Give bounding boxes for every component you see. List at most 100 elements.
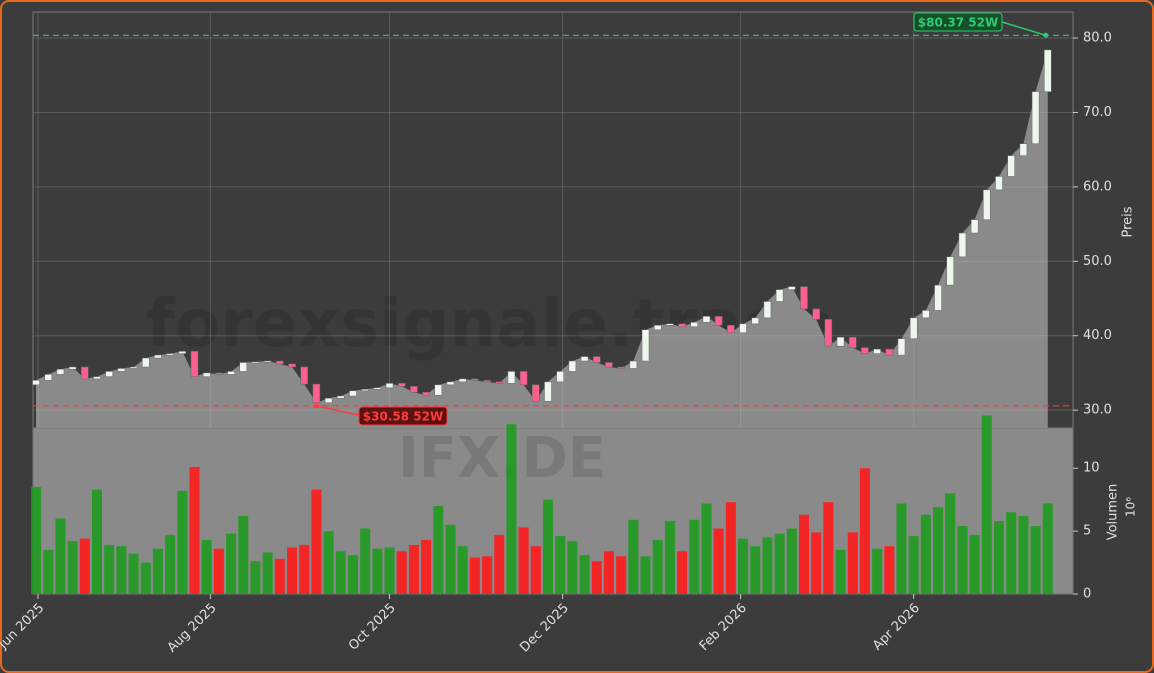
candle-body — [349, 390, 357, 397]
volume-bar — [811, 532, 822, 594]
candle-body — [922, 310, 930, 319]
volume-bar — [725, 502, 736, 594]
candle-body — [714, 316, 723, 326]
candle-body — [909, 317, 918, 339]
volume-bar — [43, 549, 54, 594]
candle-body — [897, 338, 906, 356]
candle-body — [495, 381, 503, 384]
volume-bar — [67, 541, 78, 594]
candle-body — [507, 371, 516, 384]
volume-bar — [469, 557, 480, 594]
candle-body — [215, 372, 223, 375]
volume-bar — [250, 561, 261, 594]
volume-bar — [31, 487, 42, 594]
candle-body — [690, 322, 699, 328]
volume-bar — [408, 544, 419, 594]
candle-body — [836, 336, 845, 347]
candle-body — [227, 371, 235, 375]
candle-body — [446, 381, 455, 386]
volume-bar — [274, 558, 285, 594]
candle-body — [678, 323, 686, 328]
annotation-arrow — [316, 405, 364, 417]
candle-body — [885, 348, 894, 356]
candle-body — [93, 376, 101, 380]
candle-body — [105, 371, 113, 377]
volume-bar — [762, 537, 773, 594]
volume-tick-label: 5 — [1083, 524, 1091, 539]
candle-body — [458, 378, 467, 383]
volume-bar — [506, 424, 517, 594]
volume-bar — [823, 502, 834, 594]
volume-bar — [798, 514, 809, 594]
candle-body — [934, 284, 942, 311]
volume-bar — [1006, 512, 1017, 594]
volume-bar — [847, 532, 858, 594]
volume-bar — [299, 544, 310, 594]
volume-bar — [896, 503, 907, 594]
volume-bar — [859, 468, 870, 594]
candle-body — [178, 351, 187, 354]
volume-bar — [786, 528, 797, 594]
candle-body — [56, 368, 65, 375]
volume-bar — [482, 556, 493, 594]
volume-bar — [530, 546, 541, 594]
volume-bar — [1030, 526, 1041, 594]
candle-body — [288, 363, 296, 368]
candle-body — [129, 366, 138, 369]
y-tick-label: 70.0 — [1083, 105, 1112, 120]
volume-bar — [884, 546, 895, 594]
volume-bar — [591, 561, 602, 594]
candle-body — [397, 383, 406, 387]
volume-bar — [689, 519, 700, 594]
candle-body — [641, 329, 650, 362]
volume-bar — [189, 466, 200, 594]
volume-bar — [555, 536, 566, 594]
volume-bar — [774, 533, 785, 594]
volume-bar — [579, 555, 590, 594]
volume-axis-label: Volumen — [1106, 484, 1121, 541]
candle-body — [593, 356, 601, 363]
candle-body — [1044, 49, 1052, 92]
volume-tick-label: 0 — [1083, 587, 1091, 602]
candle-body — [32, 380, 40, 386]
volume-bar — [165, 534, 176, 594]
candle-body — [848, 336, 857, 348]
volume-bar — [421, 539, 432, 594]
volume-bar — [128, 553, 139, 594]
candle-body — [629, 360, 638, 369]
candle-body — [995, 176, 1003, 191]
candle-body — [263, 360, 272, 363]
volume-bar — [603, 551, 614, 594]
volume-tick-label: 10 — [1083, 461, 1100, 476]
volume-bar — [835, 549, 846, 594]
volume-scale-label: 10⁶ — [1124, 497, 1138, 517]
candle-body — [166, 353, 174, 356]
price-area — [36, 49, 1048, 428]
volume-bar — [920, 514, 931, 594]
candle-body — [556, 371, 564, 383]
candle-body — [946, 256, 955, 286]
volume-bar — [494, 534, 505, 594]
volume-bar — [738, 538, 749, 594]
volume-bar — [335, 551, 346, 594]
volume-bar — [262, 552, 273, 594]
volume-bar — [372, 548, 383, 594]
annotation-label: $80.37 52W — [918, 16, 998, 30]
volume-bar — [1018, 516, 1029, 594]
volume-bar — [177, 490, 188, 594]
volume-bar — [55, 518, 66, 594]
candle-body — [276, 360, 284, 365]
candle-body — [385, 383, 394, 389]
volume-bar — [311, 489, 322, 594]
candle-body — [1031, 91, 1040, 144]
volume-bar — [543, 499, 554, 594]
candle-body — [519, 371, 528, 386]
candle-body — [702, 316, 711, 323]
candle-body — [958, 232, 967, 258]
volume-bar — [116, 546, 127, 594]
candle-body — [824, 319, 833, 347]
candle-body — [190, 351, 199, 377]
volume-bar — [908, 536, 919, 594]
candle-body — [568, 360, 577, 372]
candle-body — [617, 366, 625, 369]
